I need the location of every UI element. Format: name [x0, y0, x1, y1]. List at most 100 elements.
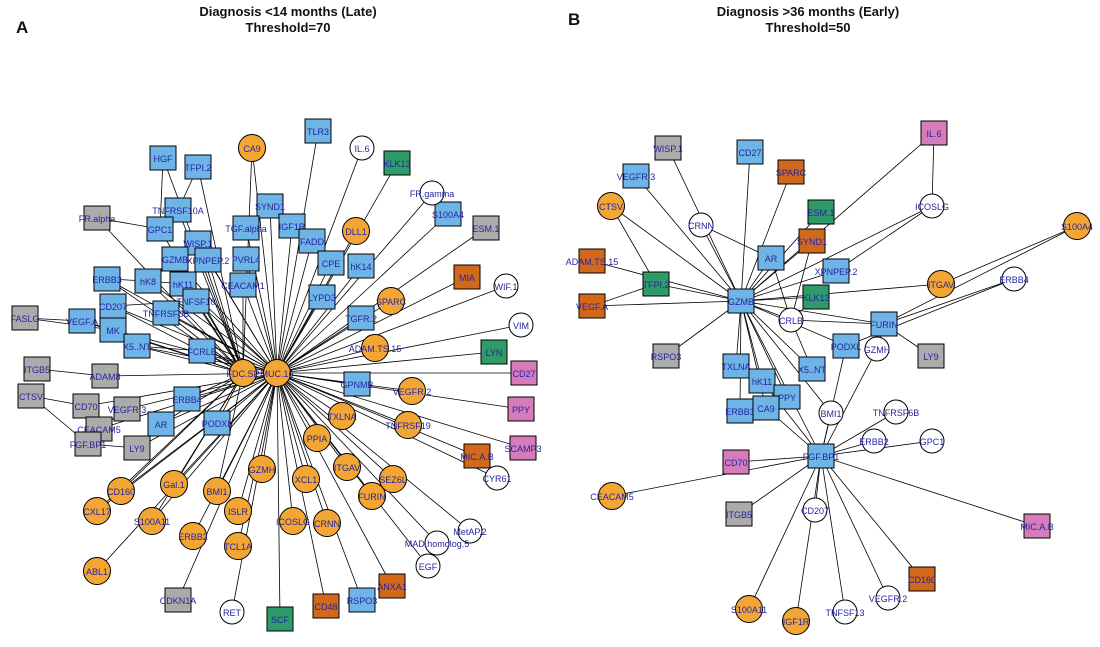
- node-ANXA1: [378, 573, 406, 599]
- node-label-ITGB5: ITGB5: [726, 510, 752, 520]
- node-label-VEGFR.2: VEGFR.2: [869, 594, 908, 604]
- node-label-ICOSLG: ICOSLG: [915, 202, 949, 212]
- node-label-BMI1: BMI1: [206, 487, 227, 497]
- node-label-SPARC: SPARC: [776, 168, 807, 178]
- edge-MUC.16-AR: [160, 372, 278, 425]
- edge-GZMB-VEGFR.3: [635, 175, 742, 302]
- edge-MUC.16-CYR61: [276, 372, 498, 479]
- node-label-AR: AR: [765, 254, 778, 264]
- node-VIM: [508, 312, 534, 338]
- node-XPNPEP.2: [822, 258, 850, 284]
- node-PODXL: [203, 410, 231, 436]
- node-label-TNFRSF19: TNFRSF19: [385, 421, 431, 431]
- node-label-hK11: hK11: [752, 377, 772, 387]
- edge-MUC.16-CA9: [251, 147, 278, 374]
- node-hK11: [748, 368, 776, 394]
- node-label-IGF1R: IGF1R: [783, 617, 810, 627]
- node-ADAM.TS.15: [578, 248, 606, 274]
- node-CEACAM1: [229, 272, 257, 298]
- node-PPY: [507, 396, 535, 422]
- node-CRNN: [688, 212, 714, 238]
- edge-FGF.BP1-TNFSF13: [820, 455, 846, 613]
- node-DLL1: [342, 217, 370, 245]
- node-ABL1: [83, 557, 111, 585]
- node-label-RET: RET: [223, 608, 242, 618]
- node-label-PODXL: PODXL: [202, 419, 233, 429]
- node-IGF1R: [782, 607, 810, 635]
- node-label-TXLNA: TXLNA: [327, 412, 356, 422]
- node-Gal.1: [160, 470, 188, 498]
- node-label-CRLB: CRLB: [779, 316, 803, 326]
- node-GZMH: [248, 455, 276, 483]
- node-label-IGF1R: IGF1R: [279, 222, 306, 232]
- node-label-ADAM.TS.15: ADAM.TS.15: [566, 257, 619, 267]
- node-label-ERBB4: ERBB4: [172, 395, 202, 405]
- node-label-CD207: CD207: [99, 302, 127, 312]
- node-FCRLB: [188, 338, 216, 364]
- node-label-GPC1: GPC1: [920, 437, 945, 447]
- node-FR.gamma: [419, 180, 445, 206]
- edge-MUC.16-WIF.1: [276, 285, 507, 374]
- node-label-WISP.1: WISP.1: [653, 144, 682, 154]
- edge-GZMB-BMI1: [740, 300, 832, 414]
- node-label-LY9: LY9: [923, 352, 938, 362]
- node-FURIN: [870, 311, 898, 337]
- node-CD207: [99, 293, 127, 319]
- node-ERBB2: [179, 522, 207, 550]
- node-KLK13: [383, 150, 411, 176]
- node-ERBB3: [93, 266, 121, 292]
- node-IL.6: [920, 120, 948, 146]
- node-label-ISLR: ISLR: [228, 507, 249, 517]
- edge-MUC.16-CEACAM1: [242, 284, 278, 374]
- node-label-CEACAM5: CEACAM5: [590, 492, 634, 502]
- node-label-WISP.1: WISP.1: [183, 239, 212, 249]
- node-label-FR.gamma: FR.gamma: [410, 189, 455, 199]
- node-FGF.BP1: [807, 443, 835, 469]
- node-label-XCL1: XCL1: [295, 475, 318, 485]
- edge-MUC.16-XCL1: [276, 372, 307, 480]
- node-CD27: [510, 360, 538, 386]
- edge-S100A4-ITGAV: [940, 225, 1078, 285]
- node-label-X5..NT: X5..NT: [798, 365, 827, 375]
- node-LYN: [480, 339, 508, 365]
- node-label-ITGAV: ITGAV: [928, 280, 954, 290]
- node-label-SEZ6L: SEZ6L: [379, 475, 407, 485]
- node-label-DLL1: DLL1: [345, 227, 367, 237]
- node-label-SCAMP3: SCAMP3: [504, 444, 541, 454]
- edge-FDC.SP-ERBB3: [106, 278, 244, 374]
- node-label-S100A4: S100A4: [1061, 222, 1093, 232]
- node-label-LY9: LY9: [129, 444, 144, 454]
- node-TNFRSF6B: [152, 300, 180, 326]
- node-S100A11: [735, 595, 763, 623]
- node-S100A4: [434, 201, 462, 227]
- edge-MUC.16-CRNN: [276, 372, 328, 524]
- node-IL.6: [349, 135, 375, 161]
- node-CD160: [908, 566, 936, 592]
- node-label-ITGB5: ITGB5: [24, 365, 50, 375]
- node-label-TFPI.2: TFPI.2: [184, 163, 211, 173]
- node-EGF: [415, 553, 441, 579]
- node-PPIA: [303, 424, 331, 452]
- panel-b-title-line1: Diagnosis >36 months (Early): [716, 4, 900, 19]
- node-label-hK8: hK8: [140, 277, 156, 287]
- node-label-TXLNA: TXLNA: [721, 362, 750, 372]
- edge-MUC.16-ANXA1: [276, 372, 393, 587]
- node-ERBB2: [861, 428, 887, 454]
- node-label-VEGF.A: VEGF.A: [66, 317, 98, 327]
- edge-MUC.16-SYND1: [269, 205, 278, 374]
- node-WISP.1: [654, 135, 682, 161]
- node-label-LYN: LYN: [486, 348, 503, 358]
- node-ICOSLG: [279, 507, 307, 535]
- node-BMI1: [203, 477, 231, 505]
- node-label-CD48: CD48: [314, 602, 337, 612]
- node-MAD.homolog.5: [424, 530, 450, 556]
- node-label-MUC.16: MUC.16: [260, 369, 293, 379]
- node-label-CD27: CD27: [738, 148, 761, 158]
- node-label-TGF.alpha: TGF.alpha: [225, 224, 267, 234]
- edge-FDC.SP-S100A11: [151, 372, 244, 522]
- node-X5..NT: [798, 356, 826, 382]
- node-label-WIF.1: WIF.1: [494, 282, 517, 292]
- node-label-PPY: PPY: [778, 393, 796, 403]
- node-CD27: [736, 139, 764, 165]
- node-TXLNA: [328, 402, 356, 430]
